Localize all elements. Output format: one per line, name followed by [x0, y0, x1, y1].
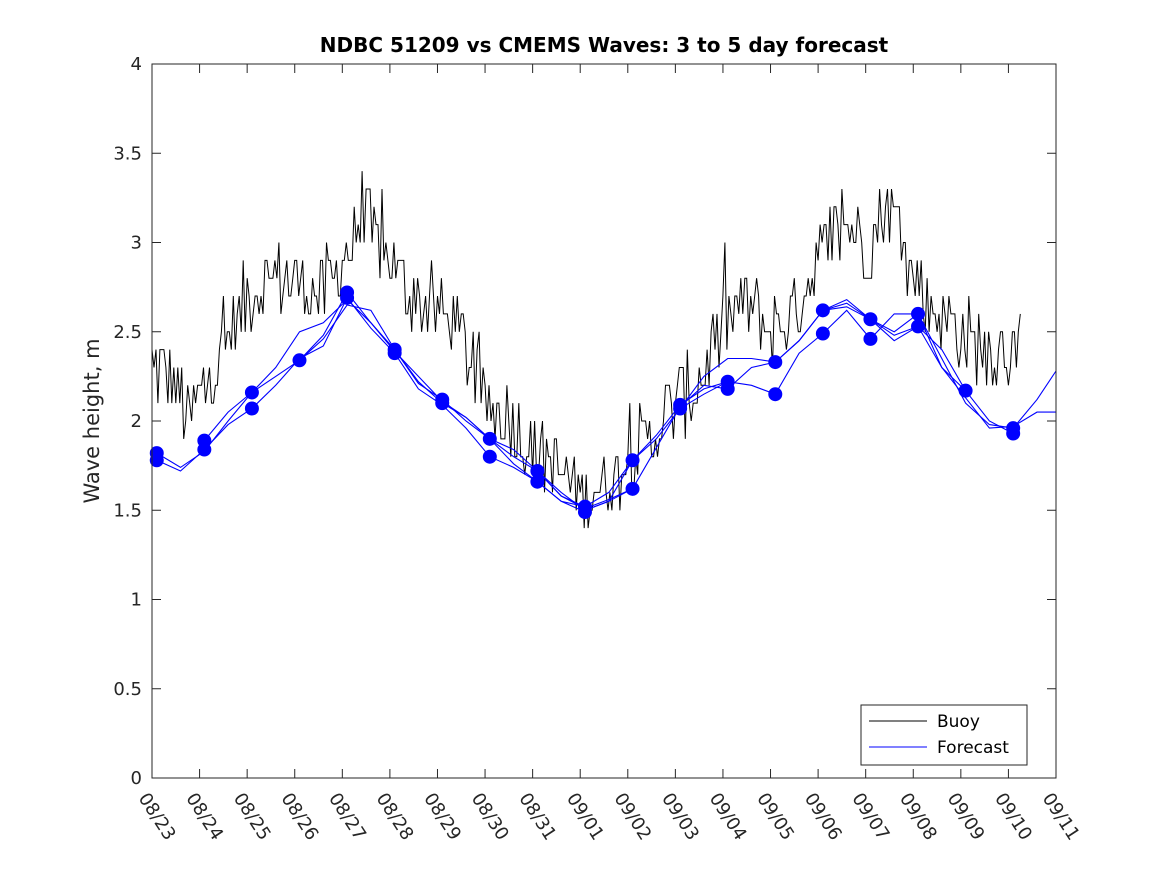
- y-tick-label: 3.5: [113, 143, 142, 164]
- buoy-line: [151, 171, 1021, 529]
- y-axis: 0 0.5 1 1.5 2 2.5 3 3.5 4: [113, 54, 1056, 789]
- forecast-marker: [863, 312, 878, 327]
- legend: Buoy Forecast: [860, 704, 1028, 766]
- y-tick-label: 4: [131, 54, 142, 75]
- y-tick-label: 1.5: [113, 500, 142, 521]
- y-tick-label: 2.5: [113, 322, 142, 343]
- forecast-marker: [435, 396, 450, 411]
- legend-forecast-label: Forecast: [937, 738, 1009, 758]
- forecast-line-3: [203, 298, 633, 511]
- forecast-marker: [197, 442, 212, 457]
- y-tick-label: 3: [131, 233, 142, 254]
- forecast-marker: [625, 453, 640, 468]
- y-tick-label: 1: [131, 590, 142, 611]
- forecast-marker: [244, 401, 259, 416]
- legend-box: [860, 704, 1028, 766]
- forecast-line-8: [822, 306, 1056, 429]
- y-tick-label: 0.5: [113, 679, 142, 700]
- forecast-marker: [149, 453, 164, 468]
- y-tick-label: 2: [131, 411, 142, 432]
- forecast-markers: [149, 285, 1021, 520]
- forecast-marker: [1006, 426, 1021, 441]
- plot-area: [152, 64, 1056, 778]
- forecast-line-5: [537, 298, 967, 510]
- y-tick-label: 0: [131, 768, 142, 789]
- legend-buoy-label: Buoy: [937, 712, 980, 732]
- forecast-series-group: [156, 291, 1057, 513]
- forecast-line-2: [156, 296, 586, 513]
- forecast-marker: [863, 331, 878, 346]
- forecast-marker: [340, 290, 355, 305]
- forecast-marker: [244, 385, 259, 400]
- forecast-marker: [911, 319, 926, 334]
- forecast-marker: [482, 431, 497, 446]
- buoy-series: [151, 171, 1021, 529]
- forecast-marker: [292, 353, 307, 368]
- forecast-marker: [911, 306, 926, 321]
- forecast-line-4: [299, 304, 728, 508]
- forecast-marker: [577, 505, 592, 520]
- forecast-marker: [530, 474, 545, 489]
- forecast-marker: [387, 346, 402, 361]
- chart-title: NDBC 51209 vs CMEMS Waves: 3 to 5 day fo…: [320, 33, 889, 57]
- forecast-marker: [815, 326, 830, 341]
- forecast-marker: [673, 401, 688, 416]
- forecast-marker: [482, 449, 497, 464]
- y-axis-label: Wave height, m: [80, 338, 104, 503]
- forecast-marker: [768, 387, 783, 402]
- forecast-marker: [815, 303, 830, 318]
- forecast-marker: [625, 481, 640, 496]
- forecast-marker: [720, 381, 735, 396]
- forecast-marker: [768, 355, 783, 370]
- forecast-marker: [958, 383, 973, 398]
